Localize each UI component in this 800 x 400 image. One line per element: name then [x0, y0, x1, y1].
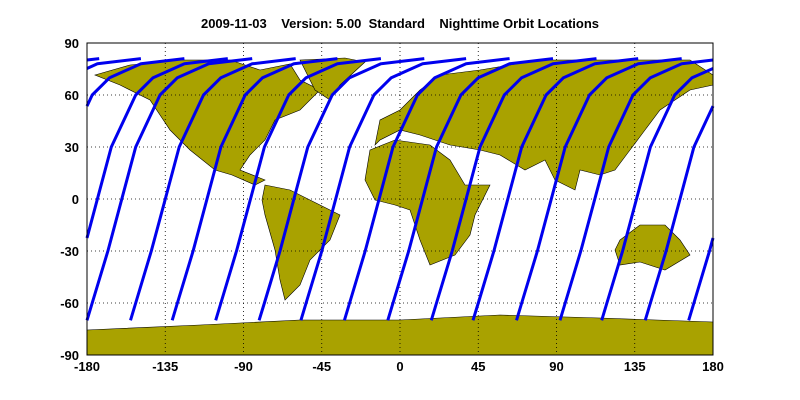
south-america [261, 184, 341, 301]
orbit-track [85, 57, 715, 321]
tick-labels: -180 -135 -90 -45 0 45 90 135 180 -90 -60 -30 0 30 60 9… [60, 36, 724, 374]
y-tick-label: -60 [60, 296, 79, 311]
orbit-tracks [85, 57, 715, 321]
x-tick-label: 90 [549, 359, 563, 374]
x-tick-label: -45 [312, 359, 331, 374]
orbit-track [515, 57, 682, 321]
y-tick-label: 60 [65, 88, 79, 103]
plot-frame [86, 42, 714, 356]
y-tick-label: 30 [65, 140, 79, 155]
orbit-track [86, 57, 714, 321]
x-tick-label: 135 [624, 359, 646, 374]
x-tick-label: 0 [396, 359, 403, 374]
x-tick-label: -180 [74, 359, 100, 374]
orbit-track [85, 57, 253, 321]
chart-title: 2009-11-03 Version: 5.00 Standard Nightt… [201, 16, 599, 31]
continents [86, 57, 714, 356]
x-tick-label: 180 [702, 359, 724, 374]
orbit-track [471, 57, 639, 321]
orbit-track [386, 57, 554, 321]
orbit-track [342, 57, 510, 321]
y-tick-label: -30 [60, 244, 79, 259]
x-tick-label: 45 [471, 359, 485, 374]
orbit-track [257, 57, 425, 321]
north-america [94, 59, 321, 186]
orbit-track [129, 57, 296, 321]
orbit-track [429, 57, 597, 321]
y-tick-label: 90 [65, 36, 79, 51]
x-tick-label: -135 [152, 359, 178, 374]
africa [364, 139, 491, 266]
orbit-track [299, 57, 467, 321]
orbit-track [170, 57, 338, 321]
x-tick-label: -90 [234, 359, 253, 374]
orbit-track [86, 57, 714, 321]
eurasia [374, 59, 714, 191]
y-tick-label: 0 [72, 192, 79, 207]
greenland [299, 57, 366, 101]
orbit-track [214, 57, 382, 321]
orbit-track [85, 57, 715, 321]
y-tick-label: -90 [60, 348, 79, 363]
